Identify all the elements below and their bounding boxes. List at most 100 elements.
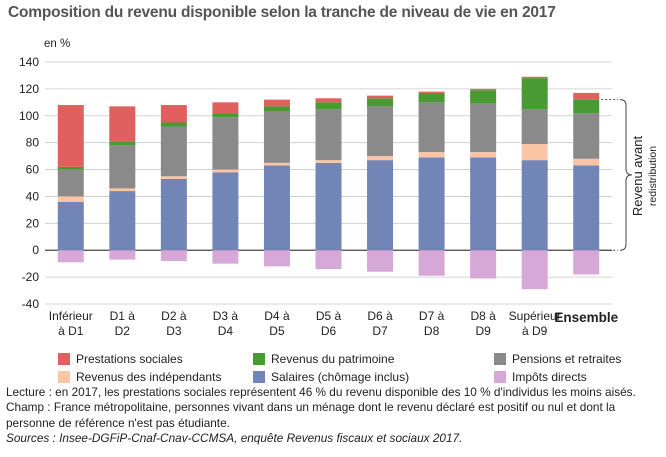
bar-segment xyxy=(470,103,497,153)
bars xyxy=(57,76,600,290)
legend-item: Prestations sociales xyxy=(58,352,183,366)
bar-segment xyxy=(470,157,497,251)
bar-segment xyxy=(521,144,548,161)
bar-segment xyxy=(418,250,445,276)
legend-swatch xyxy=(253,371,265,383)
bar-segment xyxy=(470,90,497,104)
x-tick-label: Supérieur à D9 xyxy=(509,309,561,338)
bar-segment xyxy=(263,99,290,107)
legend-swatch xyxy=(494,371,506,383)
bar-segment xyxy=(315,160,342,163)
x-tick-label: Ensemble xyxy=(554,310,618,325)
bar-segment xyxy=(160,122,187,127)
x-tick-label: D8 à D9 xyxy=(470,309,496,338)
x-tick-label: D1 à D2 xyxy=(110,309,136,338)
note-champ: Champ : France métropolitaine, personnes… xyxy=(6,400,616,430)
legend-label: Salaires (chômage inclus) xyxy=(271,370,410,384)
bar-segment xyxy=(109,106,136,142)
redistribution-brace xyxy=(601,99,633,251)
bar-segment xyxy=(263,162,290,166)
x-tick-label: D7 à D8 xyxy=(419,309,445,338)
y-tick-label: 120 xyxy=(19,82,39,96)
bar-segment xyxy=(367,95,394,99)
bar-segment xyxy=(263,250,290,267)
bar-segment xyxy=(109,145,136,189)
bar-segment xyxy=(573,99,600,114)
legend-item: Revenus des indépendants xyxy=(58,370,221,384)
bar-segment xyxy=(57,196,84,202)
bar-segment xyxy=(418,157,445,251)
bar-segment xyxy=(212,172,239,251)
bar-segment xyxy=(160,178,187,251)
legend-label: Revenus du patrimoine xyxy=(271,352,395,366)
right-label-line2: redistribution xyxy=(647,146,659,206)
x-tick-label: D3 à D4 xyxy=(213,309,239,338)
right-label-line1: Revenu avant xyxy=(630,136,645,217)
bar-segment xyxy=(573,250,600,275)
y-unit-label: en % xyxy=(44,38,70,50)
x-tick-label: D6 à D7 xyxy=(367,309,393,338)
note-lecture: Lecture : en 2017, les prestations socia… xyxy=(6,385,636,399)
legend-label: Pensions et retraites xyxy=(512,352,622,366)
legend-swatch xyxy=(58,371,70,383)
bar-segment xyxy=(470,250,497,279)
bar-segment xyxy=(212,102,239,114)
bar-segment xyxy=(315,98,342,103)
legend-label: Impôts directs xyxy=(512,370,587,384)
bar-segment xyxy=(109,191,136,251)
bar-segment xyxy=(109,250,136,260)
bar-segment xyxy=(212,113,239,118)
bar-segment xyxy=(573,165,600,251)
bar-segment xyxy=(212,250,239,264)
bar-segment xyxy=(367,106,394,157)
y-tick-label: 100 xyxy=(19,109,39,123)
y-tick-label: 60 xyxy=(26,163,40,177)
bar-segment xyxy=(160,250,187,261)
x-axis-tick-labels: Inférieur à D1 D1 à D2 D2 à D3 D3 à D4 D4 à D5 D5 … xyxy=(49,309,619,338)
legend-label: Revenus des indépendants xyxy=(76,370,222,384)
bar-segment xyxy=(160,176,187,179)
bar-segment xyxy=(263,111,290,163)
bar-segment xyxy=(315,162,342,251)
bar-segment xyxy=(367,156,394,161)
bar-segment xyxy=(521,250,548,290)
y-tick-label: -40 xyxy=(22,297,40,311)
legend-item: Salaires (chômage inclus) xyxy=(253,370,409,384)
x-tick-label: D4 à D5 xyxy=(264,309,290,338)
chart: en % -40 -20 0 20 40 60 80 100 120 140 Inférieur à… xyxy=(19,38,659,338)
notes: Lecture : en 2017, les prestations socia… xyxy=(6,385,662,447)
y-tick-label: 20 xyxy=(26,216,40,230)
x-tick-label: D5 à D6 xyxy=(316,309,342,338)
bar-segment xyxy=(418,102,445,153)
bar-segment xyxy=(418,92,445,103)
bar-segment xyxy=(212,117,239,170)
legend-label: Prestations sociales xyxy=(76,352,183,366)
bar-segment xyxy=(109,141,136,146)
y-tick-label: 0 xyxy=(32,243,39,257)
bar-segment xyxy=(573,158,600,166)
bar-segment xyxy=(212,169,239,173)
bar-segment xyxy=(160,105,187,123)
x-tick-label: Inférieur à D1 xyxy=(49,309,93,338)
bar-segment xyxy=(315,109,342,161)
chart-title: Composition du revenu disponible selon l… xyxy=(8,4,556,21)
legend-item: Impôts directs xyxy=(494,370,587,384)
y-tick-label: 80 xyxy=(26,136,40,150)
bar-segment xyxy=(521,160,548,251)
legend-item: Revenus du patrimoine xyxy=(253,352,394,366)
bar-segment xyxy=(470,152,497,158)
bar-segment xyxy=(573,92,600,100)
bar-segment xyxy=(57,166,84,170)
y-tick-label: 40 xyxy=(26,189,40,203)
bar-segment xyxy=(367,250,394,272)
bar-segment xyxy=(263,106,290,112)
legend-swatch xyxy=(58,353,70,365)
bar-segment xyxy=(521,78,548,110)
bar-segment xyxy=(418,152,445,158)
bar-segment xyxy=(573,113,600,159)
bar-segment xyxy=(109,188,136,192)
bar-segment xyxy=(315,102,342,110)
bar-segment xyxy=(57,201,84,251)
x-tick-label: D2 à D3 xyxy=(161,309,187,338)
brace-path xyxy=(619,99,633,251)
